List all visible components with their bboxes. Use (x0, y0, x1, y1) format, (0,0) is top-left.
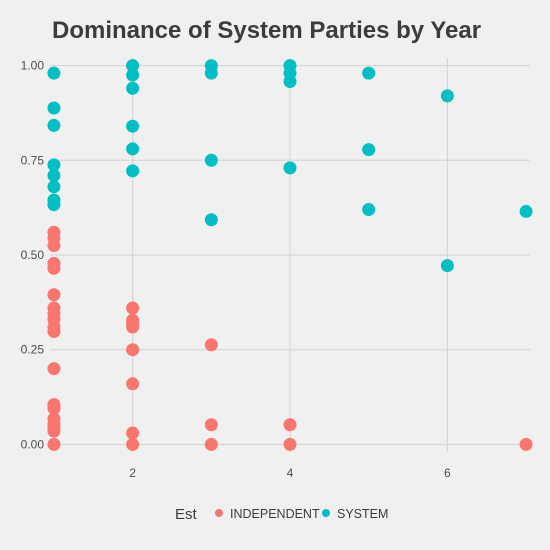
series-system (47, 59, 533, 273)
data-point (47, 401, 61, 415)
data-point (47, 239, 61, 253)
data-point (47, 168, 61, 182)
data-point (362, 143, 376, 157)
data-point (126, 320, 140, 334)
x-axis-ticks: 2 4 6 (129, 466, 451, 480)
legend-label-system: SYSTEM (337, 507, 388, 521)
legend-key-system (322, 509, 330, 517)
data-point (283, 418, 297, 432)
x-tick-label: 6 (444, 466, 451, 480)
y-tick-label: 0.75 (21, 153, 45, 167)
data-point (126, 343, 140, 357)
data-point (204, 153, 218, 167)
data-points (47, 59, 533, 451)
legend-label-independent: INDEPENDENT (230, 507, 320, 521)
data-point (47, 101, 61, 115)
series-independent (47, 225, 533, 451)
data-point (283, 437, 297, 451)
data-point (47, 424, 61, 438)
data-point (204, 418, 218, 432)
data-point (126, 59, 140, 73)
y-tick-label: 0.00 (21, 437, 45, 451)
data-point (204, 213, 218, 227)
data-point (126, 164, 140, 178)
data-point (47, 118, 61, 132)
x-tick-label: 4 (287, 466, 294, 480)
y-tick-label: 1.00 (21, 59, 45, 73)
y-tick-label: 0.50 (21, 248, 45, 262)
data-point (47, 288, 61, 302)
data-point (362, 66, 376, 80)
data-point (126, 301, 140, 315)
data-point (47, 325, 61, 339)
data-point (47, 362, 61, 376)
data-point (283, 161, 297, 175)
data-point (47, 158, 61, 172)
legend: Est INDEPENDENT SYSTEM (175, 506, 388, 523)
data-point (47, 180, 61, 194)
data-point (126, 377, 140, 391)
data-point (126, 437, 140, 451)
data-point (519, 437, 533, 451)
legend-key-independent (215, 509, 223, 517)
data-point (47, 437, 61, 451)
chart-title: Dominance of System Parties by Year (52, 17, 481, 44)
data-point (126, 142, 140, 156)
y-axis-ticks: 0.00 0.25 0.50 0.75 1.00 (21, 59, 45, 452)
y-tick-label: 0.25 (21, 343, 45, 357)
legend-title: Est (175, 506, 198, 523)
data-point (204, 66, 218, 80)
data-point (47, 66, 61, 80)
data-point (283, 74, 297, 88)
data-point (126, 426, 140, 440)
data-point (204, 338, 218, 352)
data-point (47, 261, 61, 275)
x-tick-label: 2 (129, 466, 136, 480)
data-point (440, 259, 454, 273)
data-point (204, 437, 218, 451)
data-point (47, 198, 61, 212)
data-point (519, 204, 533, 218)
grid-lines (50, 58, 530, 452)
data-point (362, 203, 376, 217)
data-point (126, 81, 140, 95)
data-point (126, 68, 140, 82)
data-point (440, 89, 454, 103)
data-point (126, 119, 140, 133)
